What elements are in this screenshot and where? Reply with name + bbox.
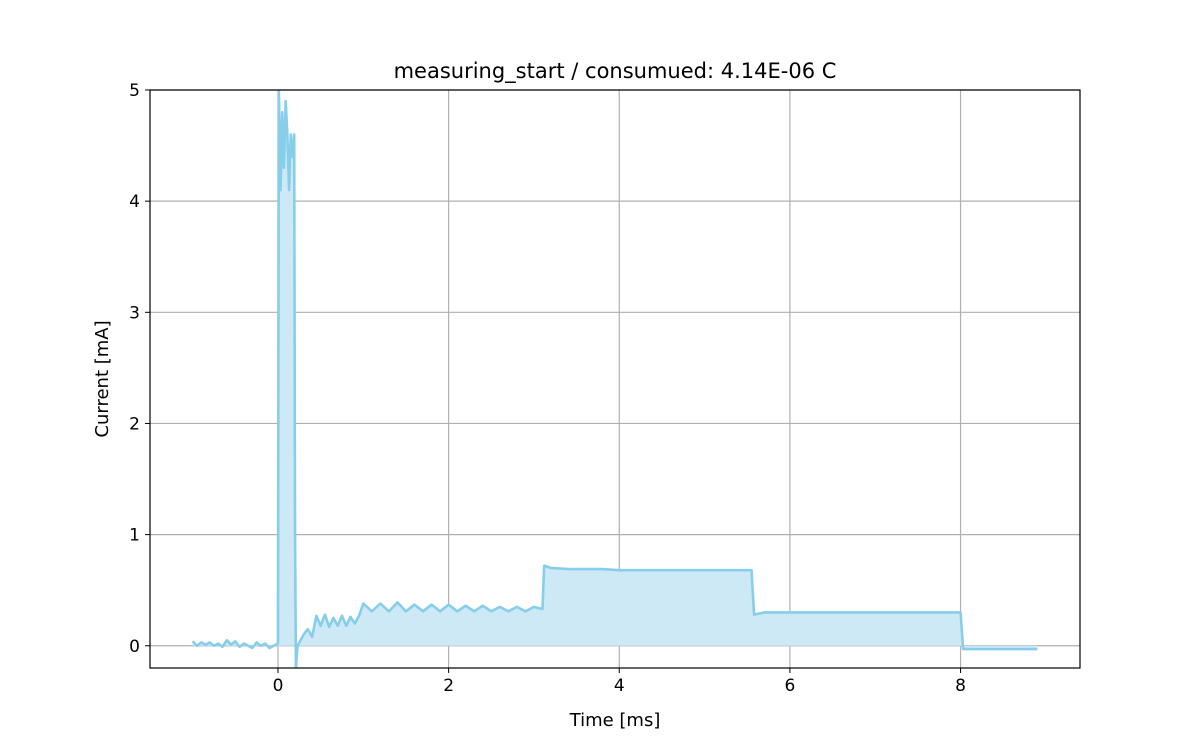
y-tick-label: 4 (129, 192, 140, 212)
x-tick-label: 6 (784, 676, 795, 696)
y-tick-label: 5 (129, 81, 140, 101)
y-tick-label: 3 (129, 303, 140, 323)
x-tick-label: 4 (614, 676, 625, 696)
x-axis-label: Time [ms] (569, 710, 661, 731)
x-tick-label: 0 (273, 676, 284, 696)
y-tick-label: 0 (129, 637, 140, 657)
plot-frame (149, 89, 1081, 669)
series-line (191, 90, 1038, 668)
y-axis-label: Current [mA] (92, 320, 113, 437)
y-tick-label: 1 (129, 526, 140, 546)
x-tick-label: 2 (443, 676, 454, 696)
chart-title: measuring_start / consumued: 4.14E-06 C (394, 59, 837, 84)
y-tick-label: 2 (129, 414, 140, 434)
series-area (191, 90, 1038, 668)
axis-ticks: 0 2 4 6 8 0 1 2 3 4 5 (129, 81, 966, 696)
x-tick-label: 8 (955, 676, 966, 696)
